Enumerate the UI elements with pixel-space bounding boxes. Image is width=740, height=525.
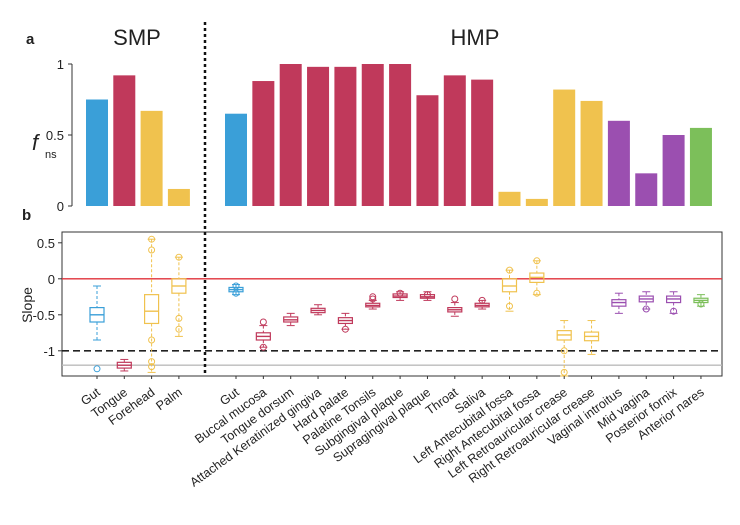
box-plot [283,312,299,327]
box-plot [419,291,436,301]
outlier-point [232,289,240,297]
bar [689,127,712,206]
bar [416,95,439,206]
box-plot [638,291,654,313]
bar [443,75,466,206]
box-plot [310,304,326,316]
outlier-point [697,300,705,308]
box [501,278,518,293]
box [144,294,160,325]
outlier-point [451,295,459,303]
outlier-point [369,295,377,303]
box-plot [228,282,244,297]
bar [279,64,302,206]
outlier-point [560,347,568,355]
outlier-point [259,318,267,326]
x-tick-label: Throat [423,385,461,418]
bar [167,188,190,206]
bar [389,64,412,206]
panel-b-label: b [22,207,31,224]
bar [113,75,136,206]
outlier-point [93,365,101,373]
box-plot [365,293,381,310]
group-title-smp: SMP [113,25,161,50]
outlier-point [148,363,156,371]
panel-a-y-tick-label: 0 [57,199,64,214]
box-plot [556,320,572,377]
outlier-point [148,246,156,254]
bar [86,99,108,206]
bar [553,89,576,206]
panel-b-y-tick-label: -0.5 [33,308,55,323]
box-plot [116,358,132,372]
box-plot [474,296,490,310]
box-plot [611,292,627,314]
outlier-point [423,291,431,299]
box-plot [665,291,682,315]
outlier-point [533,289,541,297]
panel-b-ylabel: Slope [19,287,35,323]
panel-a-y-tick-label: 0.5 [46,128,64,143]
outlier-point [148,358,156,366]
outlier-point [369,293,377,301]
bar [498,191,521,206]
panel-a-label: a [26,31,35,48]
panel-b-y-tick-label: -1 [43,344,55,359]
box-plot [337,312,353,333]
box-plot [171,253,187,337]
box-plot [89,285,105,373]
box-plot [144,235,160,373]
box-plot [693,294,709,308]
bar [580,100,603,206]
outlier-point [148,235,156,243]
bar [525,198,548,206]
panel-a-ylabel: f [32,130,41,155]
bar [252,81,275,206]
bar [307,66,330,206]
box-plot [255,318,271,351]
outlier-point [148,336,156,344]
bar [635,173,658,206]
panel-a-ylabel-subscript: ns [45,149,57,161]
outlier-point [396,289,404,297]
box-plot [529,257,545,297]
bar [607,120,630,206]
bar [334,66,357,206]
outlier-point [670,307,678,315]
panel-b-y-tick-label: 0.5 [37,236,55,251]
outlier-point [259,343,267,351]
box-plot [501,266,518,312]
outlier-point [506,266,513,274]
box-plot [583,320,600,355]
outlier-point [341,325,349,333]
outlier-point [642,305,650,313]
panel-a-y-tick-label: 1 [57,57,64,72]
outlier-point [232,282,240,290]
outlier-point [533,257,541,265]
outlier-point [478,296,486,304]
outlier-point [175,325,183,333]
outlier-point [506,302,513,310]
panel-b-frame [61,231,723,377]
bar [140,110,163,206]
bar [471,79,494,206]
x-tick-label: Palm [153,385,184,413]
box-plot [392,289,408,301]
outlier-point [175,253,183,261]
outlier-point [560,368,568,376]
outlier-point [175,314,183,322]
bar [225,113,247,206]
bar-chart-panel-a: 00.51 [46,57,712,214]
box-plot [447,295,463,317]
group-title-hmp: HMP [451,25,500,50]
panel-b-y-tick-label: 0 [48,272,55,287]
bar [361,64,384,206]
bar [662,135,685,206]
